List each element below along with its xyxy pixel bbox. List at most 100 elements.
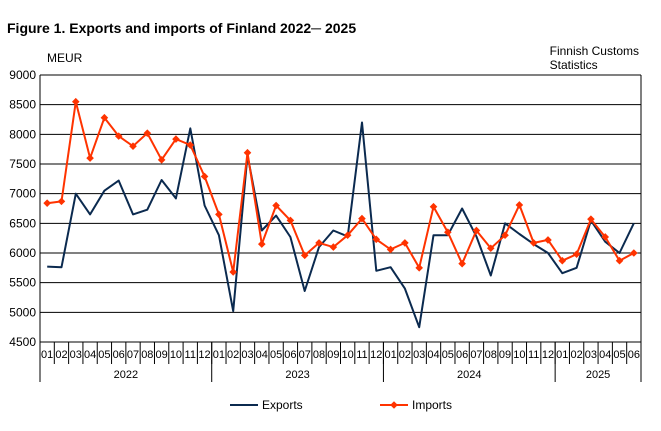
- legend-marker: [390, 401, 398, 409]
- source-line-1: Finnish Customs: [549, 44, 639, 58]
- chart-title: Figure 1. Exports and imports of Finland…: [7, 20, 357, 36]
- data-point: [558, 256, 567, 265]
- legend-label: Exports: [262, 398, 303, 412]
- data-point: [157, 156, 166, 164]
- x-tick-label: 10: [170, 349, 182, 361]
- x-tick-label: 02: [399, 349, 411, 361]
- x-tick-label: 12: [370, 349, 382, 361]
- x-tick-label: 09: [327, 349, 339, 361]
- year-label: 2024: [457, 369, 481, 381]
- y-tick-label: 6500: [9, 216, 36, 230]
- data-point: [615, 256, 624, 265]
- data-point: [386, 245, 395, 254]
- data-point: [630, 249, 638, 257]
- legend-item: Imports: [380, 398, 452, 412]
- data-point: [86, 154, 94, 162]
- y-tick-label: 9000: [9, 68, 36, 82]
- data-point: [515, 201, 524, 209]
- data-point: [243, 148, 252, 157]
- x-tick-label: 01: [41, 349, 53, 361]
- data-point: [71, 97, 80, 106]
- series-line: [47, 100, 635, 273]
- data-point: [229, 268, 237, 276]
- data-point: [286, 216, 295, 225]
- data-point: [444, 228, 452, 237]
- x-tick-label: 10: [513, 349, 525, 361]
- x-tick-label: 05: [613, 349, 625, 361]
- x-tick-label: 06: [284, 349, 296, 361]
- y-tick-label: 8500: [9, 98, 36, 112]
- x-tick-label: 03: [70, 349, 82, 361]
- x-tick-label: 08: [141, 349, 153, 361]
- x-tick-label: 08: [485, 349, 497, 361]
- data-point: [143, 129, 152, 137]
- data-point: [172, 135, 180, 143]
- x-tick-label: 05: [270, 349, 282, 361]
- x-tick-label: 05: [442, 349, 454, 361]
- x-tick-label: 12: [198, 349, 210, 361]
- y-tick-label: 7500: [9, 157, 36, 171]
- y-axis-ticks: 4500 5000 5500 6000 6500 7000 7500 8000 8500 9000: [9, 68, 36, 349]
- x-tick-label: 04: [427, 349, 439, 361]
- data-point: [114, 132, 123, 140]
- x-tick-label: 06: [628, 349, 640, 361]
- data-point: [501, 231, 509, 239]
- y-axis-label: MEUR: [47, 51, 83, 65]
- data-point: [372, 235, 381, 244]
- y-tick-label: 5000: [9, 305, 36, 319]
- y-tick-label: 7000: [9, 187, 36, 201]
- y-tick-label: 6000: [9, 246, 36, 260]
- x-tick-label: 05: [98, 349, 110, 361]
- y-tick-label: 5500: [9, 276, 36, 290]
- year-label: 2025: [586, 369, 610, 381]
- data-point: [458, 259, 466, 268]
- series-imports: [43, 97, 638, 276]
- data-point: [358, 214, 366, 223]
- series-layer: [43, 97, 638, 329]
- x-tick-label: 06: [113, 349, 125, 361]
- y-tick-label: 4500: [9, 335, 36, 349]
- x-tick-label: 07: [470, 349, 482, 361]
- x-tick-label: 02: [55, 349, 67, 361]
- data-point: [329, 243, 338, 251]
- x-tick-label: 11: [185, 349, 196, 361]
- x-tick-label: 04: [256, 349, 268, 361]
- x-tick-label: 11: [528, 349, 539, 361]
- data-point: [529, 239, 538, 247]
- y-tick-label: 8000: [9, 127, 36, 141]
- x-tick-label: 02: [227, 349, 239, 361]
- data-point: [572, 250, 581, 258]
- data-point: [257, 240, 266, 248]
- x-tick-label: 07: [127, 349, 139, 361]
- x-tick-label: 01: [556, 349, 568, 361]
- x-tick-label: 08: [313, 349, 325, 361]
- data-point: [601, 233, 610, 241]
- series-line: [47, 121, 635, 329]
- legend-item: Exports: [230, 398, 303, 412]
- x-tick-label: 09: [156, 349, 168, 361]
- x-axis: 01 02 03 04 05 06 07 08 09 10 11 12 01 02 03 04 05 06 07 08…: [39, 342, 642, 382]
- data-point: [429, 202, 438, 211]
- data-point: [587, 215, 595, 223]
- x-tick-label: 12: [542, 349, 554, 361]
- x-tick-label: 01: [213, 349, 225, 361]
- x-tick-label: 11: [356, 349, 367, 361]
- x-tick-label: 02: [570, 349, 582, 361]
- source-note: Finnish Customs Statistics: [550, 44, 639, 72]
- year-label: 2023: [285, 369, 309, 381]
- data-point: [100, 113, 109, 122]
- legend: Exports Imports: [230, 398, 452, 412]
- data-point: [57, 197, 66, 206]
- x-tick-label: 06: [456, 349, 468, 361]
- x-tick-label: 01: [384, 349, 396, 361]
- data-point: [401, 239, 409, 247]
- x-tick-label: 04: [84, 349, 96, 361]
- data-point: [186, 141, 195, 149]
- x-tick-label: 03: [413, 349, 425, 361]
- x-tick-label: 07: [299, 349, 311, 361]
- data-point: [43, 199, 51, 207]
- data-point: [300, 251, 309, 260]
- legend-label: Imports: [412, 398, 452, 412]
- data-point: [129, 142, 137, 150]
